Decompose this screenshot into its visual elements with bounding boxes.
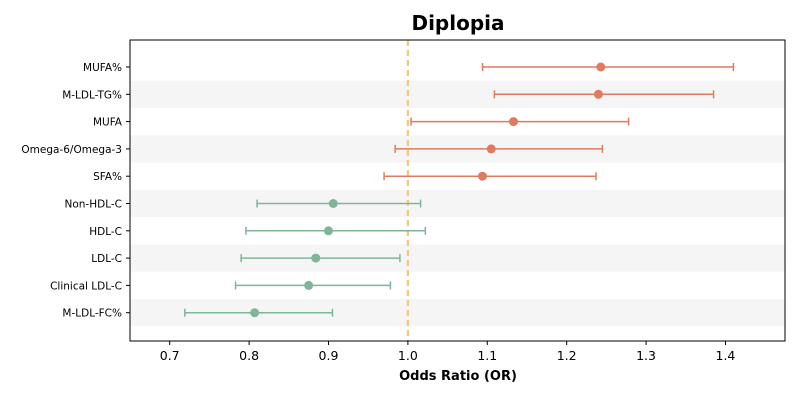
y-tick-label: SFA% <box>93 171 122 183</box>
point-estimate <box>596 62 606 72</box>
x-tick-label: 0.7 <box>160 348 180 363</box>
point-estimate <box>323 226 333 236</box>
point-estimate <box>304 280 314 290</box>
y-tick-label: Clinical LDL-C <box>50 280 122 292</box>
point-estimate <box>508 117 518 127</box>
point-estimate <box>486 144 496 154</box>
chart-title: Diplopia <box>411 11 504 35</box>
y-axis: MUFA% M-LDL-TG% MUFA Omega-6/Omega-3 SFA% Non… <box>21 62 130 320</box>
y-tick-label: Omega-6/Omega-3 <box>21 144 122 156</box>
x-axis-label: Odds Ratio (OR) <box>399 369 517 384</box>
y-tick-label: Non-HDL-C <box>65 199 123 211</box>
x-tick-label: 1.3 <box>636 348 656 363</box>
row-band <box>130 244 785 272</box>
point-estimate <box>478 171 488 181</box>
y-tick-label: MUFA% <box>83 62 122 74</box>
x-tick-label: 1.0 <box>398 348 418 363</box>
y-tick-label: M-LDL-TG% <box>62 89 122 101</box>
y-tick-label: LDL-C <box>91 253 122 265</box>
x-tick-label: 1.2 <box>557 348 577 363</box>
point-estimate <box>593 89 603 99</box>
x-tick-label: 1.4 <box>716 348 736 363</box>
y-tick-label: MUFA <box>93 117 123 129</box>
row-bands <box>130 80 785 327</box>
data-marks <box>184 62 735 318</box>
y-tick-label: M-LDL-FC% <box>62 308 122 320</box>
x-tick-label: 0.9 <box>319 348 339 363</box>
row-band <box>130 189 785 218</box>
point-estimate <box>250 308 260 318</box>
plot-frame <box>129 39 786 342</box>
x-tick-label: 1.1 <box>477 348 497 363</box>
y-tick-label: HDL-C <box>89 226 122 238</box>
point-estimate <box>311 253 321 263</box>
x-axis: 0.7 0.8 0.9 1.0 1.1 1.2 1.3 1.4 <box>160 341 736 363</box>
x-tick-label: 0.8 <box>239 348 259 363</box>
point-estimate <box>328 199 338 208</box>
